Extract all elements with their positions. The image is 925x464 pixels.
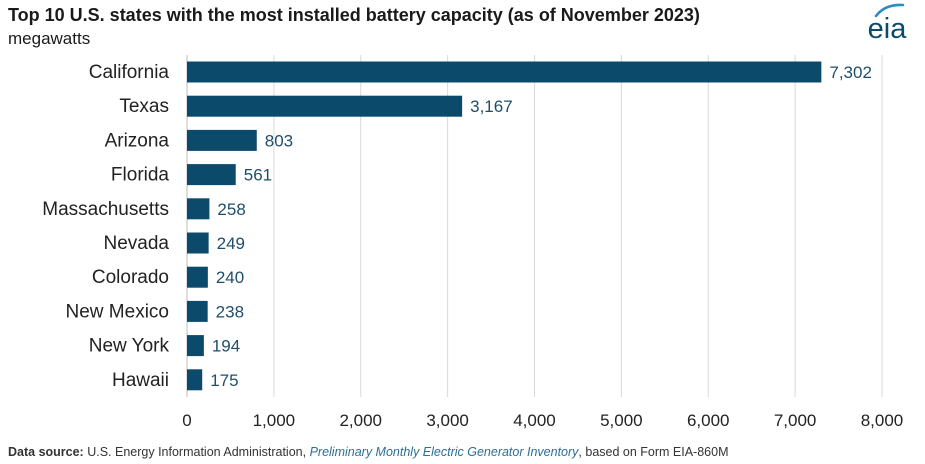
value-label: 3,167 [470,97,513,116]
x-tick-label: 1,000 [253,411,296,430]
source-link[interactable]: Preliminary Monthly Electric Generator I… [309,445,579,459]
category-label: California [89,62,170,83]
value-label: 249 [217,234,245,253]
bar-chart: California Texas Arizona Florida Massachuset… [42,55,903,430]
x-tick-label: 4,000 [513,411,556,430]
bars [187,61,822,391]
category-label: Arizona [105,130,170,151]
value-label: 7,302 [829,63,872,82]
category-labels: California Texas Arizona Florida Massachuset… [42,62,169,391]
value-label: 561 [244,166,272,185]
bar [187,335,204,357]
x-tick-label: 6,000 [687,411,730,430]
value-label: 238 [216,302,244,321]
x-tick-label: 7,000 [774,411,817,430]
bar [187,266,208,288]
bar [187,95,463,117]
chart-subtitle: megawatts [8,29,91,48]
value-label: 258 [217,200,245,219]
category-label: Florida [111,165,170,186]
bar [187,164,236,186]
category-label: Nevada [104,233,170,254]
x-tick-label: 8,000 [861,411,904,430]
logo-text: eia [868,13,908,44]
eia-logo: eia [868,3,908,44]
value-label: 240 [216,268,244,287]
data-source: Data source: U.S. Energy Information Adm… [8,445,729,459]
source-text: U.S. Energy Information Administration, [87,445,307,459]
value-label: 175 [210,371,238,390]
x-tick-label: 0 [182,411,191,430]
bar [187,232,209,254]
bar [187,300,208,322]
category-label: Massachusetts [42,199,169,220]
x-axis-tick-labels: 0 1,000 2,000 3,000 4,000 5,000 6,000 7,000 8,00… [182,411,903,430]
category-label: Texas [119,96,169,117]
category-label: New York [89,336,170,357]
category-label: Colorado [92,267,169,288]
x-tick-label: 2,000 [339,411,382,430]
bar [187,369,203,391]
x-tick-label: 3,000 [426,411,469,430]
value-label: 803 [265,131,293,150]
value-label: 194 [212,337,240,356]
category-label: New Mexico [66,301,169,322]
bar [187,61,822,83]
logo-swoosh [874,3,905,18]
source-text-tail: , based on Form EIA-860M [578,445,729,459]
value-labels: 7,302 3,167 803 561 258 249 240 238 194 175 [210,63,872,390]
x-tick-label: 5,000 [600,411,643,430]
source-label: Data source: [8,445,84,459]
bar [187,129,257,151]
bar [187,198,210,220]
chart-title: Top 10 U.S. states with the most install… [8,5,700,25]
category-label: Hawaii [112,370,169,391]
